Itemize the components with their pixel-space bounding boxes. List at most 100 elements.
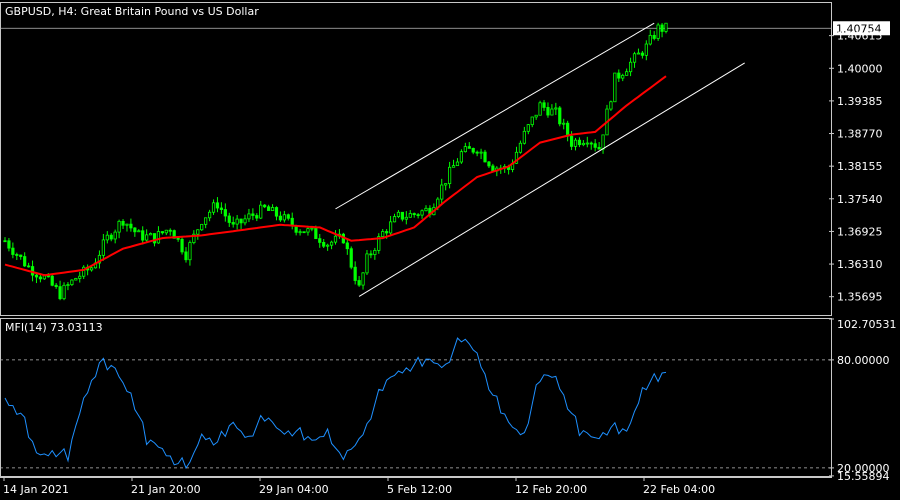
candle-body: [223, 209, 227, 217]
channel-lower-line[interactable]: [358, 62, 745, 297]
candle-body: [514, 151, 519, 164]
candle-body: [534, 114, 538, 118]
candle-body: [231, 222, 235, 225]
candle-body: [42, 275, 46, 280]
candle-body: [137, 230, 141, 233]
time-tick-label: 5 Feb 12:00: [387, 483, 452, 496]
trend-channel[interactable]: [335, 22, 745, 297]
candle-body: [219, 207, 223, 210]
candle-body: [113, 231, 117, 240]
candle-body: [467, 146, 471, 149]
candle-body: [550, 108, 554, 116]
candle-body: [357, 280, 361, 286]
candle-body: [585, 142, 589, 145]
candle-body: [345, 242, 349, 250]
candle-body: [656, 24, 660, 39]
candle-body: [278, 215, 283, 221]
candle-body: [329, 241, 334, 246]
candle-body: [554, 107, 558, 110]
candle-body: [239, 218, 243, 224]
candle-body: [322, 242, 326, 247]
candle-body: [11, 247, 15, 255]
candle-body: [66, 284, 70, 287]
indicator-label: MFI(14) 73.03113: [5, 321, 103, 334]
candle-body: [302, 231, 306, 234]
candle-body: [129, 223, 133, 229]
candle-body: [530, 116, 534, 126]
candle-body: [459, 151, 464, 163]
candle-body: [207, 211, 212, 219]
candle-body: [377, 236, 381, 251]
channel-upper-line[interactable]: [335, 22, 655, 210]
candle-body: [133, 227, 137, 233]
candle-body: [164, 229, 168, 234]
candle-body: [27, 265, 31, 268]
candle-body: [227, 215, 231, 223]
candle-body: [82, 266, 86, 277]
candle-body: [172, 230, 176, 239]
candle-body: [215, 202, 220, 209]
candle-body: [259, 204, 263, 219]
candle-body: [369, 253, 373, 256]
candle-body: [625, 71, 629, 76]
price-tick-label: 1.40000: [837, 62, 883, 75]
candle-body: [243, 218, 247, 224]
current-price-label: 1.40754: [836, 22, 882, 35]
candle-body: [314, 227, 318, 240]
candle-body: [353, 266, 357, 281]
mfi-line: [4, 337, 667, 469]
price-tick-label: 1.40615: [837, 30, 883, 43]
candle-body: [125, 223, 129, 226]
candle-body: [168, 229, 172, 232]
price-tick-label: 1.35695: [837, 291, 883, 304]
candle-body: [424, 207, 428, 212]
time-tick-label: 21 Jan 20:00: [131, 483, 201, 496]
candle-body: [475, 151, 479, 154]
candle-body: [15, 254, 19, 256]
mfi-tick-label: 20.00000: [837, 462, 890, 475]
candle-body: [483, 151, 487, 163]
candle-body: [416, 214, 420, 217]
candle-body: [141, 230, 145, 241]
candle-body: [89, 267, 94, 271]
candle-body: [282, 214, 286, 221]
candle-body: [479, 151, 483, 154]
candle-body: [54, 284, 58, 288]
candle-body: [404, 216, 408, 220]
candle-body: [286, 214, 290, 219]
candle-body: [318, 238, 322, 243]
candle-body: [101, 239, 105, 256]
candle-body: [97, 254, 102, 264]
price-tick-label: 1.39385: [837, 95, 883, 108]
time-tick-label: 12 Feb 20:00: [515, 483, 587, 496]
candle-body: [152, 233, 157, 244]
candle-body: [365, 253, 369, 274]
mfi-panel-frame: [0, 318, 832, 477]
candle-body: [664, 22, 668, 32]
candle-body: [274, 207, 279, 217]
candle-body: [50, 275, 54, 286]
candle-body: [569, 135, 574, 147]
candle-body: [621, 74, 625, 79]
candle-body: [617, 72, 621, 79]
price-tick-label: 1.38770: [837, 128, 883, 141]
candle-body: [145, 234, 149, 241]
price-tick-label: 1.37540: [837, 193, 883, 206]
mfi-tick-label: 15.55894: [837, 470, 890, 483]
candle-body: [542, 102, 546, 108]
candle-body: [420, 210, 424, 216]
candle-body: [109, 234, 113, 240]
candle-body: [471, 147, 475, 153]
candle-body: [176, 237, 180, 240]
candle-body: [19, 254, 23, 257]
candle-body: [62, 284, 66, 300]
chart-title: GBPUSD, H4: Great Britain Pound vs US Do…: [5, 5, 259, 18]
mfi-tick-label: 102.70531: [837, 318, 897, 331]
candle-body: [522, 130, 526, 144]
candle-body: [38, 276, 43, 280]
candle-body: [648, 34, 652, 45]
